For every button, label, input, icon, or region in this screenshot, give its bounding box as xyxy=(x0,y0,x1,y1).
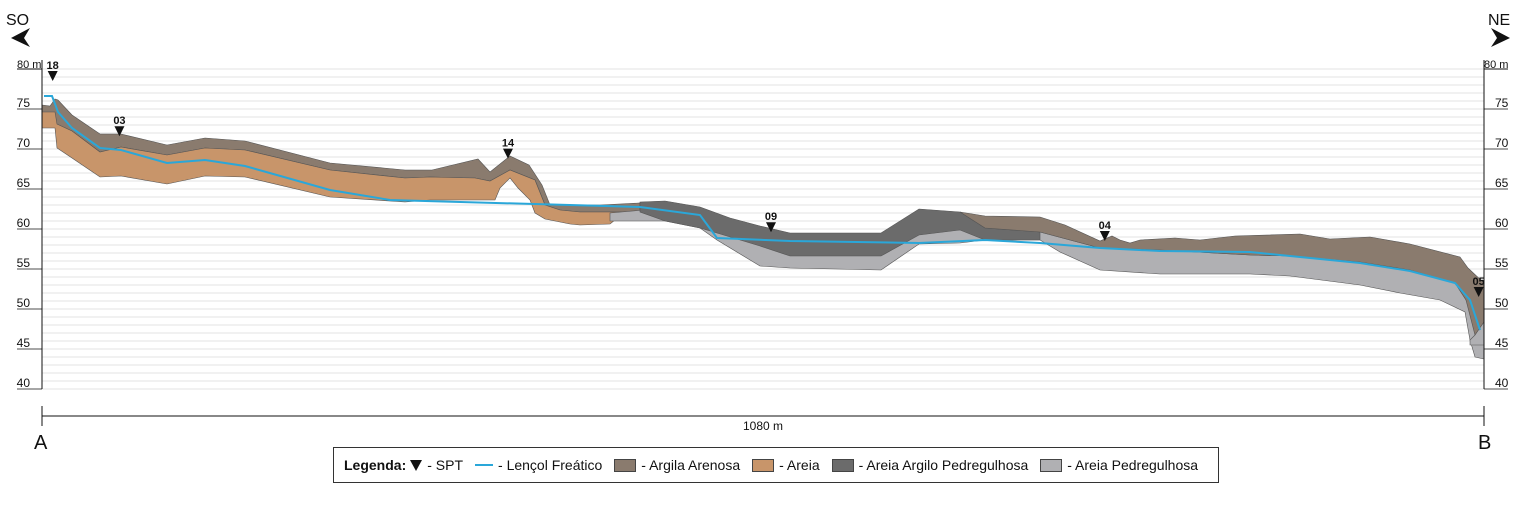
legend-spt-label: - SPT xyxy=(427,457,464,473)
axes xyxy=(17,60,1508,426)
spt-marker-icon xyxy=(114,126,125,137)
tick-label-right: 45 xyxy=(1495,336,1509,350)
legend-item-areia-pedregulhosa: - Areia Pedregulhosa xyxy=(1040,457,1198,473)
orientation-left-label: SO xyxy=(6,12,29,29)
orientation-right-label: NE xyxy=(1488,12,1510,29)
arrow-right-icon xyxy=(1491,28,1510,47)
spt-markers: 18 03 14 09 04 05 xyxy=(47,60,1485,297)
elevation-top-left-label: 80 m xyxy=(17,59,41,71)
grid-lines xyxy=(42,68,1484,390)
layer-argila-arenosa-b xyxy=(959,211,1485,336)
elevation-top-right-label: 80 m xyxy=(1484,59,1508,71)
tick-label-right: 70 xyxy=(1495,136,1509,150)
legend-item-argila-arenosa: - Argila Arenosa xyxy=(614,457,740,473)
areia-swatch xyxy=(752,458,775,472)
spt-label: 18 xyxy=(47,60,59,72)
spt-marker-icon xyxy=(502,148,513,159)
tick-label-left: 60 xyxy=(17,216,31,230)
water-line-icon xyxy=(475,464,494,466)
endpoint-a-label: A xyxy=(34,432,48,454)
endpoint-b-label: B xyxy=(1478,432,1491,454)
spt-label: 04 xyxy=(1099,220,1112,232)
elevation-ticks: 75 75 70 70 65 65 60 60 55 55 50 50 45 45 40 40 xyxy=(17,96,1509,390)
spt-label: 14 xyxy=(502,138,515,150)
spt-label: 09 xyxy=(765,211,777,223)
spt-marker-icon xyxy=(1473,287,1484,297)
spt-marker-icon xyxy=(47,71,58,81)
arrow-left-icon xyxy=(11,28,30,47)
tick-label-right: 40 xyxy=(1495,376,1509,390)
legend-item-water: - Lençol Freático xyxy=(475,457,602,473)
spt-triangle-icon xyxy=(410,459,423,471)
spt-label: 03 xyxy=(113,115,125,127)
areia-pedregulhosa-swatch xyxy=(1040,458,1063,472)
soil-layers xyxy=(41,98,1485,360)
legend-item-areia: - Areia xyxy=(752,457,820,473)
legend-argila-arenosa-label: - Argila Arenosa xyxy=(641,457,741,473)
water-table-line xyxy=(44,95,1481,331)
tick-label-left: 40 xyxy=(17,376,31,390)
layer-areia-argilo-b xyxy=(639,200,1041,257)
spt-label: 05 xyxy=(1473,276,1485,288)
spt-marker-icon xyxy=(766,222,777,233)
legend-item-areia-argilo: - Areia Argilo Pedregulhosa xyxy=(831,457,1029,473)
tick-label-right: 75 xyxy=(1495,96,1509,110)
legend-areia-argilo-label: - Areia Argilo Pedregulhosa xyxy=(858,457,1029,473)
tick-label-left: 65 xyxy=(17,176,31,190)
legend-title: Legenda: xyxy=(344,457,407,473)
tick-label-left: 50 xyxy=(17,296,31,310)
tick-label-left: 55 xyxy=(17,256,31,270)
areia-argilo-swatch xyxy=(831,458,854,472)
legend: Legenda: - SPT - Lençol Freático - Argil… xyxy=(333,447,1219,483)
legend-areia-label: - Areia xyxy=(779,457,820,473)
argila-arenosa-swatch xyxy=(614,458,637,472)
legend-item-spt: - SPT xyxy=(410,457,463,473)
distance-label: 1080 m xyxy=(743,419,783,433)
tick-label-right: 65 xyxy=(1495,176,1509,190)
tick-label-right: 55 xyxy=(1495,256,1509,270)
tick-label-left: 75 xyxy=(17,96,31,110)
tick-label-left: 45 xyxy=(17,336,31,350)
spt-marker-icon xyxy=(1099,231,1110,241)
legend-areia-pedregulhosa-label: - Areia Pedregulhosa xyxy=(1067,457,1199,473)
tick-label-left: 70 xyxy=(17,136,31,150)
legend-water-label: - Lençol Freático xyxy=(498,457,603,473)
tick-label-right: 60 xyxy=(1495,216,1509,230)
tick-label-right: 50 xyxy=(1495,296,1509,310)
